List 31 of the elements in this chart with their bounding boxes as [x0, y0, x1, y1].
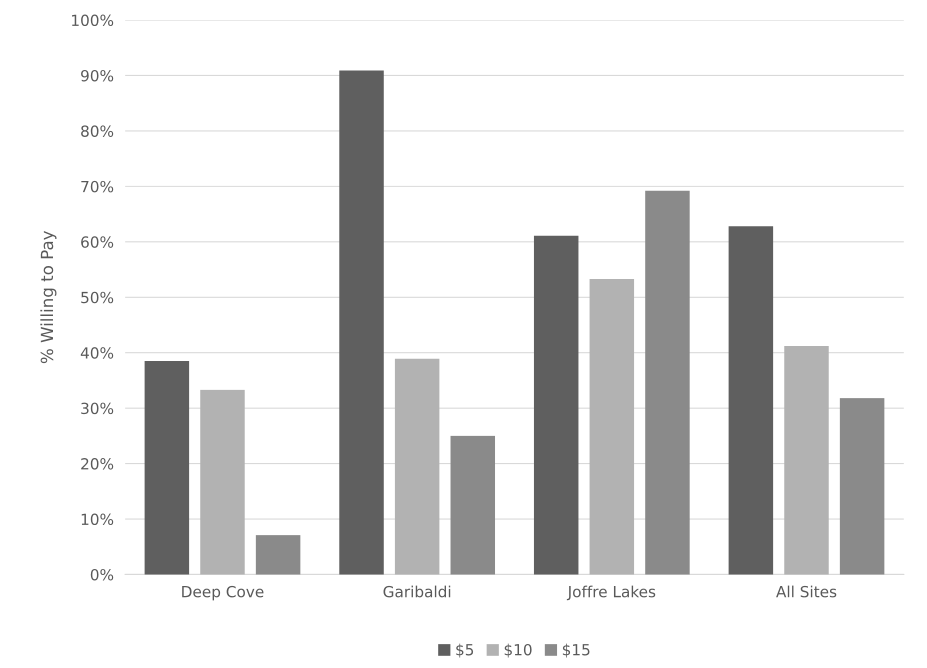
y-tick-label: 50%	[81, 292, 114, 304]
bar	[450, 436, 496, 574]
y-tick-label: 60%	[81, 236, 114, 248]
y-tick-label: 0%	[90, 568, 114, 580]
x-tick-label: Deep Cove	[182, 586, 264, 600]
legend-label: $15	[562, 644, 590, 658]
bar	[144, 361, 190, 574]
y-tick-label: 90%	[81, 70, 114, 82]
bar	[200, 390, 245, 574]
bar	[339, 70, 384, 574]
bar	[645, 190, 690, 574]
bar	[784, 346, 829, 574]
y-tick-label: 20%	[81, 458, 114, 470]
y-tick-label: 80%	[81, 125, 114, 137]
x-tick-label: Garibaldi	[384, 586, 450, 598]
bar	[590, 278, 634, 574]
y-tick-label: 10%	[82, 514, 114, 526]
x-tick-label: Joffre Lakes	[566, 586, 656, 600]
legend-label: $5	[456, 644, 474, 658]
bar	[728, 226, 774, 574]
x-tick-label: All Sites	[776, 586, 836, 598]
y-tick-label: 40%	[80, 347, 114, 359]
y-tick-label: 70%	[81, 180, 114, 192]
y-tick-label: 100%	[72, 14, 114, 26]
bar	[534, 236, 578, 574]
legend-label: $10	[504, 644, 532, 658]
bar	[256, 535, 300, 574]
bar	[394, 358, 440, 574]
y-axis-title: % Willing to Pay	[40, 230, 56, 364]
bar	[840, 398, 884, 574]
y-tick-label: 30%	[81, 402, 114, 414]
